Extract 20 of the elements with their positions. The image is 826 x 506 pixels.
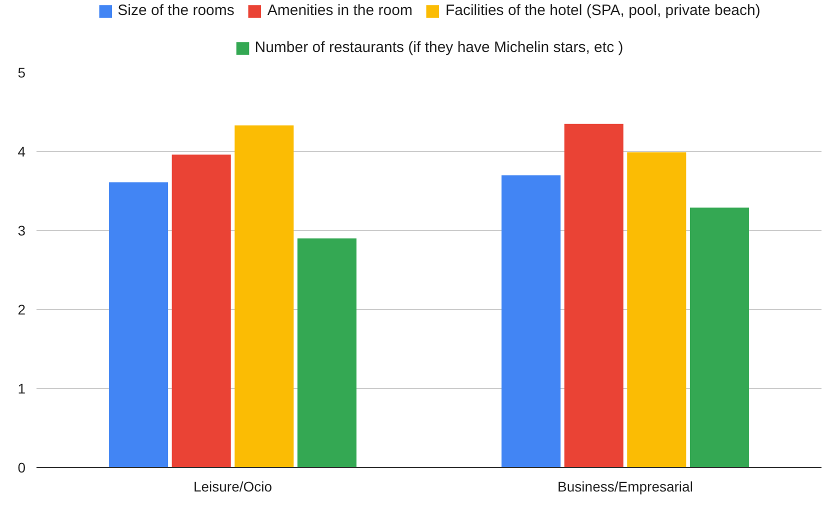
x-tick-label: Business/Empresarial — [558, 478, 693, 494]
y-tick-label: 4 — [18, 144, 26, 160]
bar — [502, 175, 561, 468]
legend-label: Facilities of the hotel (SPA, pool, private beach) — [445, 2, 760, 19]
legend-label: Size of the rooms — [118, 2, 234, 19]
legend-label: Number of restaurants (if they have Michelin stars, etc ) — [254, 39, 624, 56]
bar — [172, 154, 231, 468]
y-tick-label: 0 — [18, 460, 26, 476]
y-tick-label: 3 — [18, 222, 26, 238]
bar — [234, 125, 294, 468]
bar — [109, 182, 168, 468]
y-tick-label: 1 — [18, 380, 26, 396]
y-tick-label: 2 — [18, 302, 26, 318]
bar — [627, 152, 686, 468]
bar — [564, 124, 624, 468]
bar — [297, 238, 356, 468]
legend-label: Amenities in the room — [267, 2, 412, 19]
y-tick-label: 5 — [18, 64, 26, 80]
x-tick-label: Leisure/Ocio — [193, 478, 272, 494]
bar — [690, 208, 749, 468]
